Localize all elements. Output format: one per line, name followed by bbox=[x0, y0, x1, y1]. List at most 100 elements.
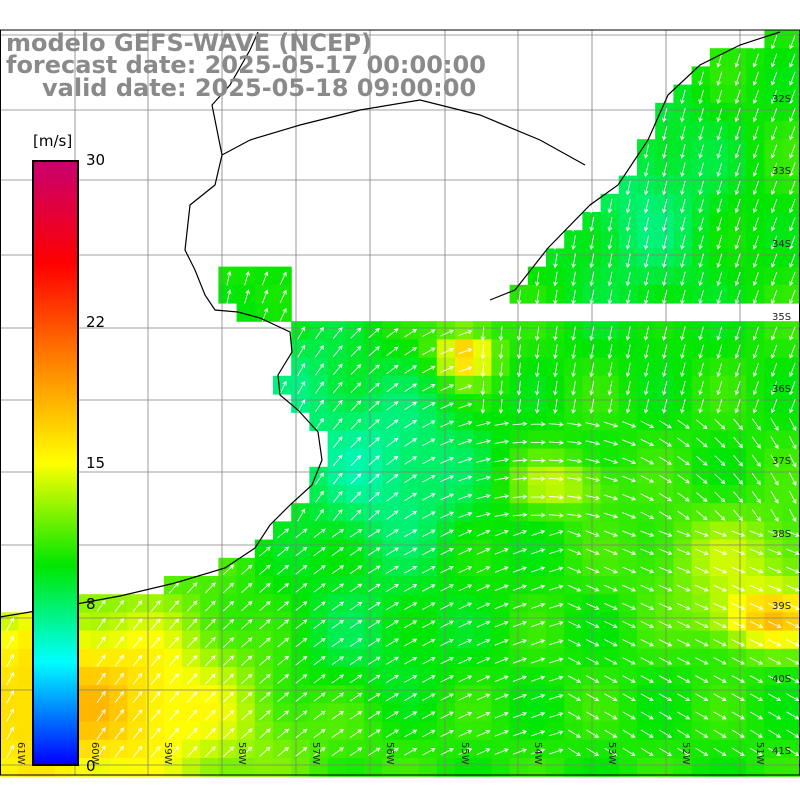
wind-arrow bbox=[589, 326, 595, 342]
wind-arrow bbox=[512, 457, 528, 463]
wind-arrow bbox=[589, 362, 595, 378]
wind-speed-cell bbox=[364, 448, 383, 468]
wind-speed-cell bbox=[364, 321, 383, 340]
wind-speed-cell bbox=[782, 539, 800, 559]
wind-arrow bbox=[567, 495, 583, 500]
wind-arrow bbox=[658, 711, 673, 720]
wind-arrow bbox=[476, 620, 491, 628]
wind-speed-cell bbox=[418, 667, 438, 686]
wind-arrow bbox=[607, 380, 613, 396]
wind-arrow bbox=[770, 126, 778, 141]
wind-speed-cell bbox=[436, 576, 456, 595]
wind-speed-cell bbox=[273, 266, 292, 286]
wind-speed-cell bbox=[728, 576, 747, 595]
wind-speed-cell bbox=[709, 703, 729, 723]
wind-arrow bbox=[531, 748, 546, 755]
wind-speed-cell bbox=[309, 758, 329, 777]
wind-arrow bbox=[571, 399, 576, 414]
wind-arrow bbox=[259, 546, 271, 557]
wind-arrow bbox=[204, 691, 216, 703]
wind-speed-cell bbox=[236, 576, 256, 595]
wind-arrow bbox=[222, 691, 235, 703]
wind-arrow bbox=[350, 382, 362, 394]
wind-speed-cell bbox=[327, 503, 347, 522]
wind-speed-cell bbox=[691, 357, 711, 377]
wind-arrow bbox=[752, 399, 759, 414]
wind-speed-cell bbox=[728, 485, 747, 504]
wind-arrow bbox=[549, 602, 564, 609]
wind-speed-cell bbox=[746, 157, 765, 177]
wind-arrow bbox=[6, 726, 14, 740]
wind-speed-cell bbox=[163, 576, 183, 595]
wind-arrow bbox=[222, 728, 235, 739]
wind-arrow bbox=[625, 198, 631, 214]
wind-speed-cell bbox=[182, 576, 201, 595]
wind-arrow bbox=[680, 326, 686, 341]
wind-speed-cell bbox=[218, 284, 238, 304]
wind-arrow bbox=[752, 108, 759, 123]
wind-arrow bbox=[114, 709, 125, 722]
wind-speed-cell bbox=[728, 102, 747, 122]
wind-speed-cell bbox=[728, 466, 747, 486]
wind-arrow bbox=[585, 602, 600, 610]
wind-arrow bbox=[512, 476, 528, 481]
wind-arrow bbox=[422, 402, 436, 410]
wind-arrow bbox=[458, 475, 473, 482]
wind-arrow bbox=[696, 437, 708, 448]
wind-speed-cell bbox=[364, 485, 383, 504]
wind-arrow bbox=[531, 712, 546, 719]
wind-arrow bbox=[512, 693, 528, 701]
wind-speed-cell bbox=[546, 485, 565, 504]
wind-arrow bbox=[716, 399, 723, 414]
wind-speed-cell bbox=[564, 412, 583, 431]
wind-speed-cell bbox=[691, 230, 711, 249]
wind-arrow bbox=[6, 635, 14, 649]
wind-arrow bbox=[476, 439, 491, 445]
wind-arrow bbox=[589, 344, 595, 360]
wind-arrow bbox=[749, 675, 764, 683]
wind-speed-cell bbox=[673, 630, 693, 650]
wind-speed-cell bbox=[364, 375, 383, 395]
wind-arrow bbox=[662, 362, 668, 378]
wind-arrow bbox=[789, 454, 797, 468]
wind-arrow bbox=[585, 584, 600, 592]
wind-speed-cell bbox=[436, 539, 456, 559]
wind-arrow bbox=[749, 548, 764, 556]
wind-speed-cell bbox=[746, 576, 765, 595]
wind-speed-cell bbox=[782, 576, 800, 595]
forecast-date: forecast date: 2025-05-17 00:00:00 bbox=[6, 51, 486, 79]
wind-arrow bbox=[96, 672, 106, 685]
longitude-label: 57W bbox=[310, 742, 321, 765]
wind-speed-cell bbox=[109, 739, 128, 759]
wind-arrow bbox=[643, 253, 650, 269]
wind-arrow bbox=[548, 458, 564, 464]
wind-speed-cell bbox=[527, 503, 547, 522]
wind-arrow bbox=[567, 513, 583, 519]
wind-arrow bbox=[241, 619, 253, 630]
wind-speed-cell bbox=[564, 630, 583, 650]
wind-arrow bbox=[295, 692, 308, 702]
wind-speed-cell bbox=[764, 758, 784, 777]
wind-arrow bbox=[716, 253, 723, 268]
wind-arrow bbox=[695, 729, 709, 738]
wind-speed-cell bbox=[254, 284, 274, 304]
wind-arrow bbox=[549, 730, 564, 737]
wind-arrow bbox=[640, 602, 655, 610]
wind-arrow bbox=[404, 747, 418, 756]
wind-arrow bbox=[731, 620, 746, 629]
wind-arrow bbox=[734, 144, 741, 159]
wind-arrow bbox=[295, 564, 308, 575]
wind-speed-cell bbox=[364, 685, 383, 704]
wind-speed-cell bbox=[364, 648, 383, 668]
wind-arrow bbox=[222, 582, 235, 594]
wind-speed-cell bbox=[728, 84, 747, 104]
wind-speed-cell bbox=[618, 648, 638, 668]
wind-speed-cell bbox=[691, 66, 711, 86]
wind-arrow bbox=[277, 746, 290, 757]
wind-arrow bbox=[150, 672, 161, 685]
wind-speed-cell bbox=[345, 539, 365, 559]
wind-arrow bbox=[731, 566, 746, 574]
wind-arrow bbox=[96, 599, 106, 613]
wind-arrow bbox=[714, 437, 726, 448]
wind-arrow bbox=[6, 672, 14, 686]
